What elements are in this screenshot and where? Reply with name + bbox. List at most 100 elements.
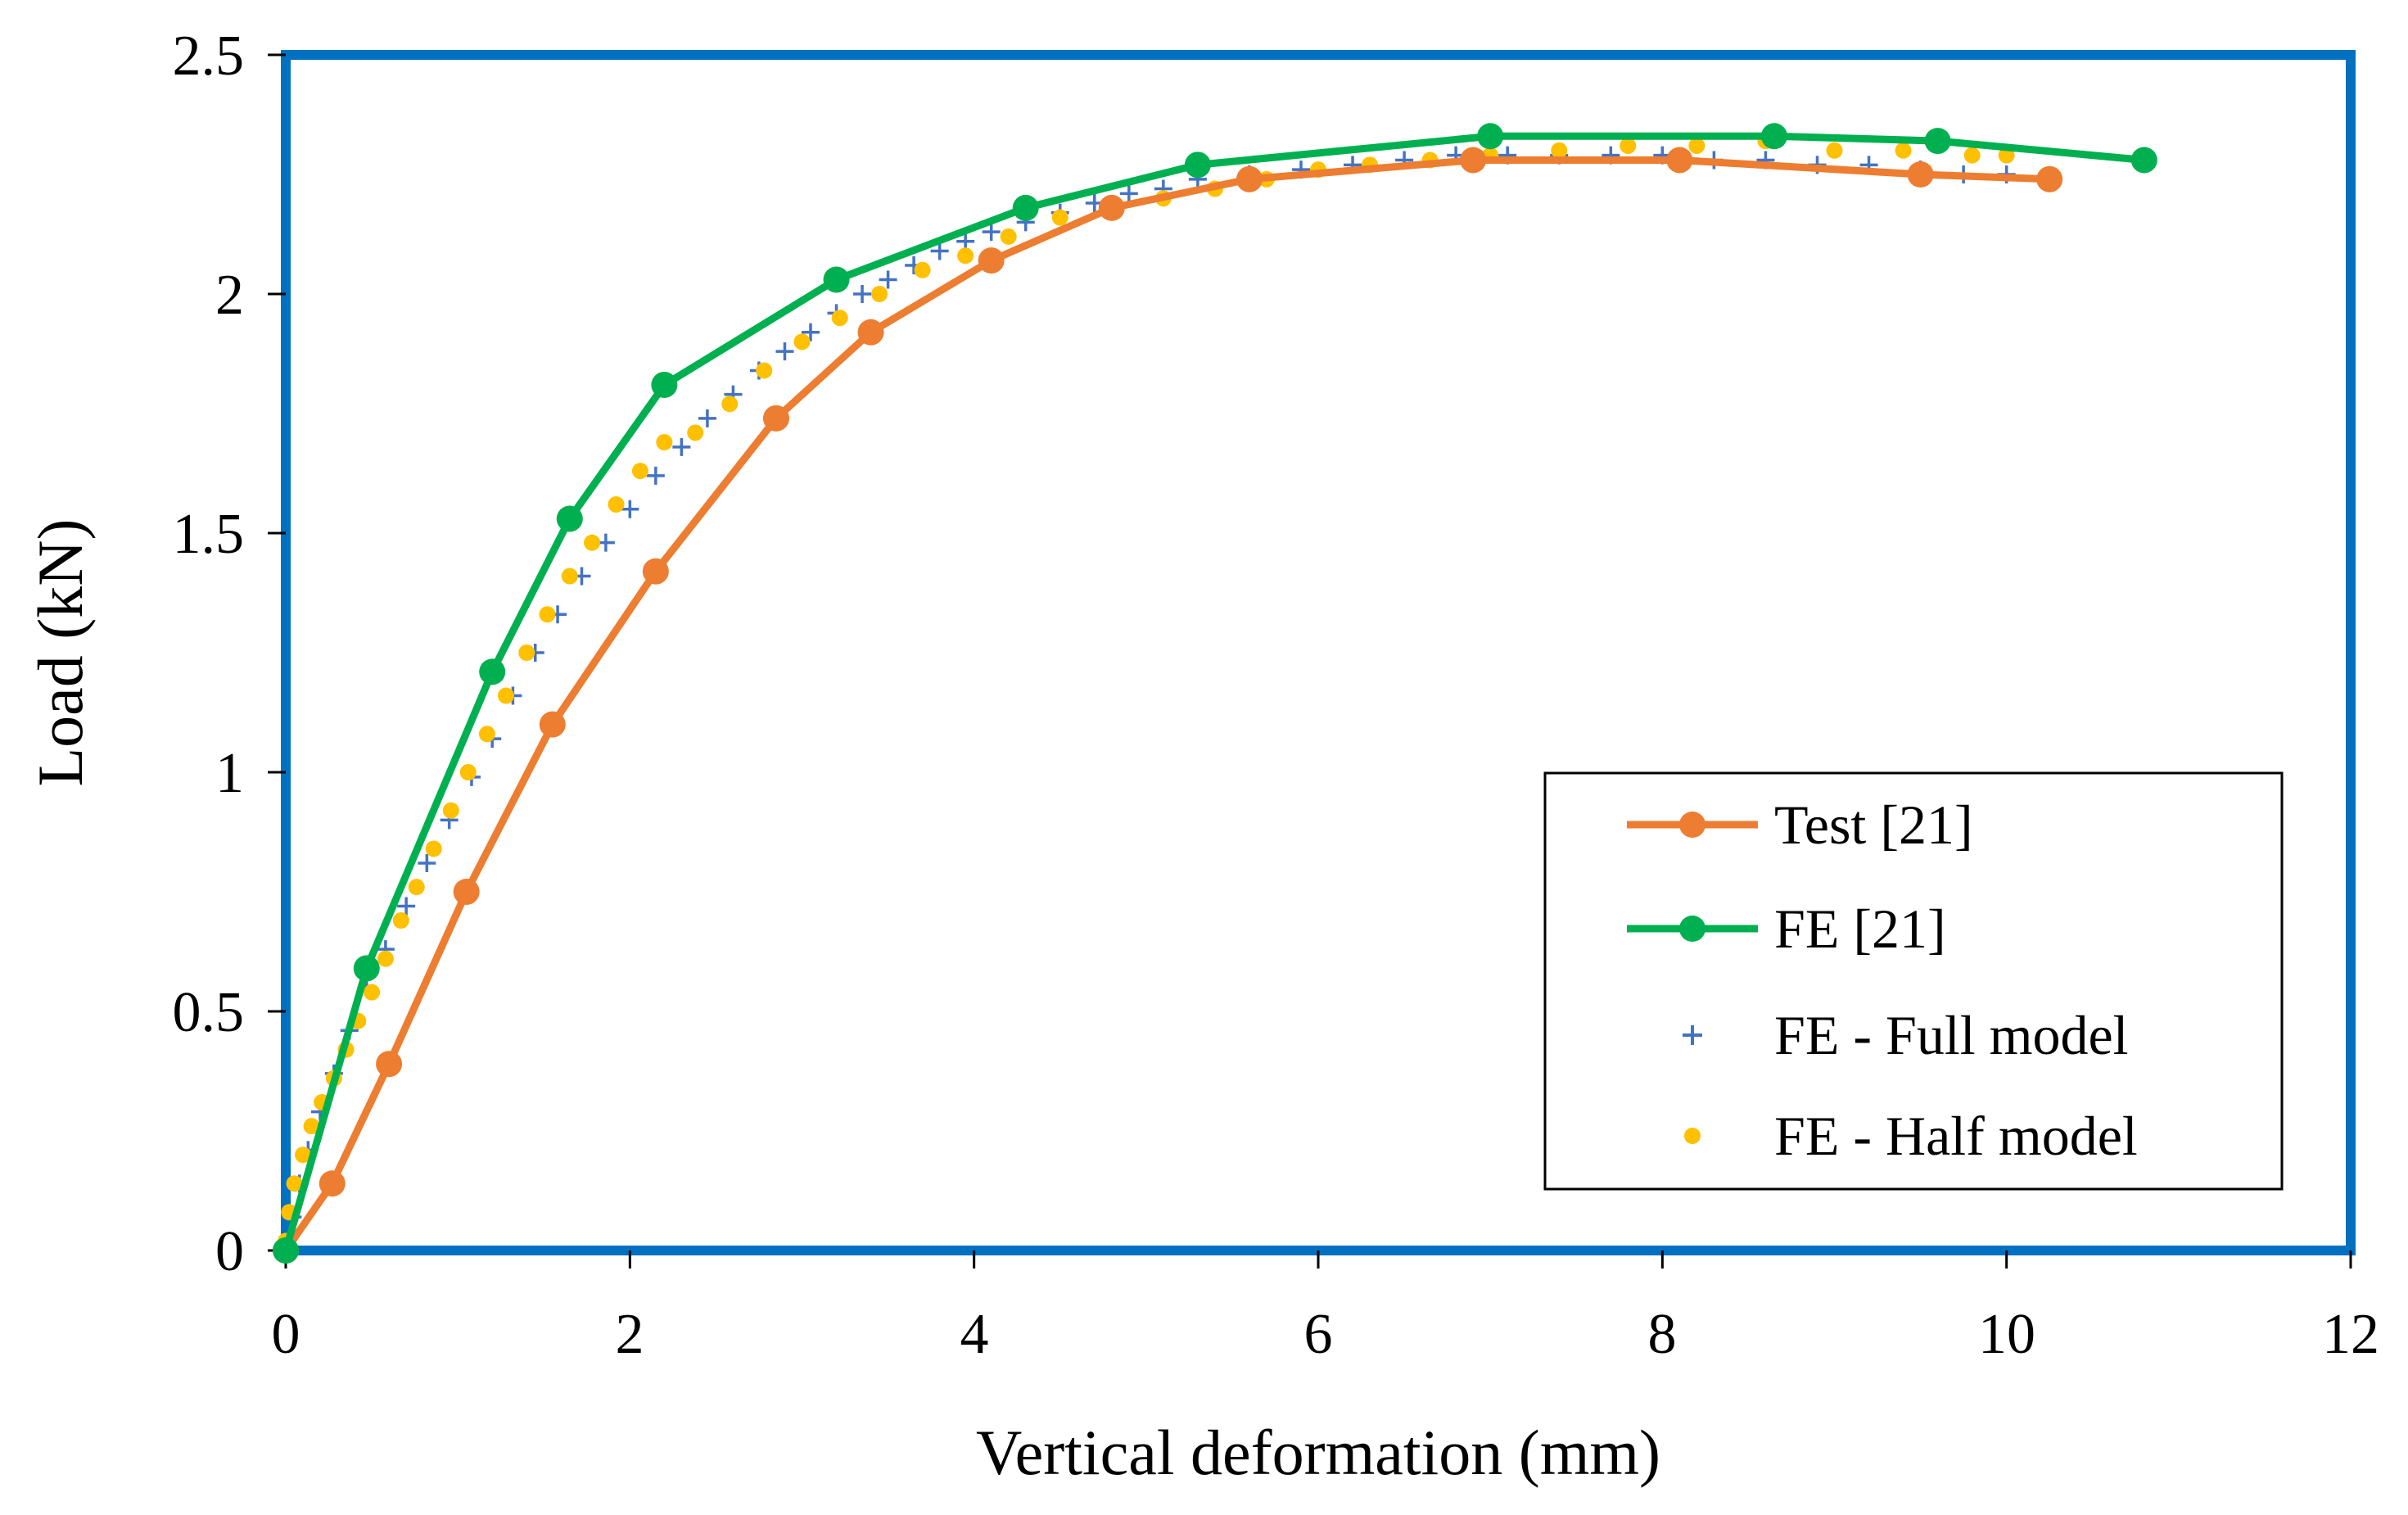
y-tick-label: 1.5 xyxy=(173,503,245,566)
series-fe-point xyxy=(479,658,506,685)
series-half-point xyxy=(1051,209,1068,226)
series-half-point xyxy=(656,434,673,451)
series-test-point xyxy=(1907,161,1934,188)
series-half-point xyxy=(1895,142,1912,159)
legend-swatch-fe-marker xyxy=(1679,916,1705,942)
series-half-point xyxy=(721,396,739,413)
x-tick-label: 8 xyxy=(1648,1303,1677,1366)
series-half-point xyxy=(871,286,888,302)
legend-label-full-model: FE - Full model xyxy=(1774,1004,2129,1066)
series-fe-point xyxy=(1924,128,1951,155)
series-test-point xyxy=(978,247,1005,274)
legend-swatch-test-marker xyxy=(1679,812,1705,838)
series-full-point xyxy=(956,232,975,251)
series-half-point xyxy=(756,362,773,379)
legend-item-fe: FE [21] xyxy=(1627,898,1946,960)
series-half-point xyxy=(295,1146,312,1164)
legend-swatch-half-marker xyxy=(1684,1128,1701,1144)
series-test-point xyxy=(1666,147,1693,174)
legend-item-test: Test [21] xyxy=(1627,794,1973,856)
series-test-point xyxy=(453,879,480,905)
series-full-point xyxy=(397,897,416,916)
series-half-point xyxy=(608,495,625,513)
series-half-point xyxy=(303,1118,320,1135)
series-fe-point xyxy=(1760,123,1787,150)
series-full-point xyxy=(982,223,1001,242)
series-half-point xyxy=(914,261,931,278)
series-fe-point xyxy=(353,955,380,982)
series-full-point xyxy=(418,853,436,872)
series-full-point xyxy=(853,285,872,303)
series-full-point xyxy=(698,409,716,427)
series-test-point xyxy=(762,405,789,432)
y-axis-title: Load (kN) xyxy=(25,518,96,786)
series-half-point xyxy=(561,568,578,585)
series-test-point xyxy=(1098,194,1125,221)
series-fe-point xyxy=(823,266,850,293)
series-half-point xyxy=(478,726,495,743)
series-full-point xyxy=(775,342,794,361)
legend: Test [21] FE [21] FE - Full model FE - H… xyxy=(1543,771,2284,1191)
series-half-point xyxy=(392,912,409,929)
x-tick-label: 4 xyxy=(960,1303,989,1366)
series-full-point xyxy=(802,323,820,341)
legend-box xyxy=(1543,771,2284,1191)
series-fe xyxy=(273,123,2157,1264)
series-half-point xyxy=(459,764,477,780)
series-fe-point xyxy=(2130,147,2157,174)
series-half-point xyxy=(1826,142,1843,159)
series-test-point xyxy=(376,1051,403,1078)
series-full-point xyxy=(930,242,949,260)
series-fe-point xyxy=(651,371,678,398)
x-tick-label: 6 xyxy=(1304,1303,1333,1366)
series-half-point xyxy=(364,984,381,1001)
series-half-point xyxy=(793,333,811,350)
series-half-point xyxy=(1963,147,1981,164)
series-half-point xyxy=(286,1175,303,1192)
series-full-point xyxy=(1119,184,1138,203)
y-tick-label: 2.5 xyxy=(173,25,245,88)
series-test-point xyxy=(642,558,669,585)
x-tick-label: 12 xyxy=(2322,1303,2379,1366)
series-fe-point xyxy=(556,505,583,532)
series-half-point xyxy=(377,950,394,967)
x-tick-labels: 0 2 4 6 8 10 12 xyxy=(272,1303,2380,1366)
x-axis-title: Vertical deformation (mm) xyxy=(976,1417,1660,1488)
series-half-point xyxy=(957,247,974,265)
series-half-point xyxy=(408,879,425,896)
legend-label-half-model: FE - Half model xyxy=(1774,1105,2138,1167)
legend-item-full-model: FE - Full model xyxy=(1683,1004,2129,1066)
series-full-point xyxy=(621,500,639,518)
y-tick-label: 1 xyxy=(215,742,244,805)
x-tick-label: 0 xyxy=(272,1303,300,1366)
y-tick-labels: 0 0.5 1 1.5 2 2.5 xyxy=(173,25,245,1283)
series-half-point xyxy=(687,424,704,441)
series-half-point xyxy=(518,644,535,661)
series-half-point xyxy=(631,463,648,480)
series-fe-point xyxy=(1184,152,1211,179)
series-half-point xyxy=(539,606,556,623)
series-test-point xyxy=(1236,165,1263,192)
axis-ticks xyxy=(268,53,2352,1269)
series-half-point xyxy=(1551,142,1568,159)
y-tick-label: 0.5 xyxy=(173,981,245,1044)
series-test-point xyxy=(857,319,884,346)
series-half-point xyxy=(498,687,515,704)
series-fe-point xyxy=(1012,194,1039,221)
series-half-point xyxy=(425,840,442,857)
series-half-point xyxy=(584,534,601,551)
legend-item-half-model: FE - Half model xyxy=(1684,1105,2138,1167)
series-full-point xyxy=(879,270,897,289)
series-half-point xyxy=(1620,137,1637,154)
series-test-point xyxy=(319,1170,346,1197)
series-fe-point xyxy=(273,1237,299,1264)
series-half-point xyxy=(1000,228,1017,245)
y-tick-label: 2 xyxy=(215,264,244,327)
legend-label-fe: FE [21] xyxy=(1774,898,1946,960)
series-full-point xyxy=(672,437,691,456)
series-half-point xyxy=(1688,137,1705,154)
series-fe-point xyxy=(1477,123,1504,150)
series-fe-line xyxy=(282,132,2145,1252)
